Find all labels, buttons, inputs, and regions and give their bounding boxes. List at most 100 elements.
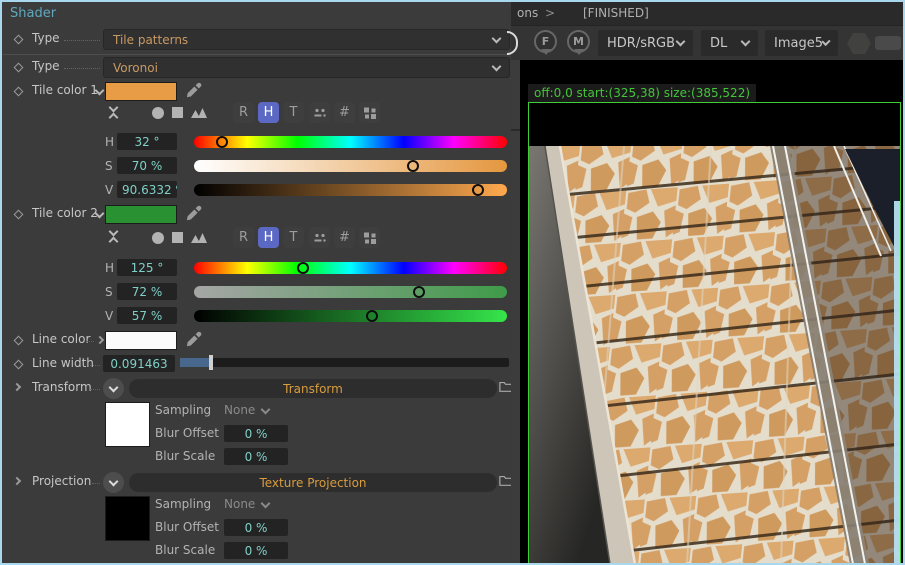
type1-dropdown[interactable]: Tile patterns bbox=[103, 29, 510, 50]
slider-handle[interactable] bbox=[209, 355, 213, 370]
chevron-down-icon[interactable] bbox=[260, 404, 271, 415]
eyedropper-icon[interactable] bbox=[185, 330, 203, 348]
mode-t-button[interactable]: T bbox=[283, 227, 304, 248]
transform-label: Transform bbox=[32, 380, 92, 394]
pin-m-label: M bbox=[573, 35, 584, 48]
swatch-grid-button[interactable] bbox=[359, 227, 380, 248]
eyedropper-icon[interactable] bbox=[185, 204, 203, 222]
snapshot-icon[interactable] bbox=[875, 36, 901, 50]
spectrum-icon[interactable] bbox=[190, 106, 208, 119]
pin-m-button[interactable]: M bbox=[567, 30, 590, 53]
image-dropdown[interactable]: Image5 bbox=[765, 30, 838, 56]
tile-color-1-swatch[interactable] bbox=[105, 82, 177, 101]
transform-texture-swatch[interactable] bbox=[105, 402, 150, 447]
group-expander-icon[interactable] bbox=[12, 476, 22, 486]
image-value: Image5 bbox=[774, 35, 823, 51]
saturation-slider[interactable] bbox=[194, 160, 507, 172]
port-diamond-icon bbox=[13, 335, 24, 346]
group-expander-icon[interactable] bbox=[12, 382, 22, 392]
collapse-icon-top[interactable] bbox=[108, 102, 119, 113]
blur-offset-field[interactable]: 0 % bbox=[224, 519, 288, 536]
hue-field[interactable]: 32 ° bbox=[117, 133, 177, 150]
blur-scale-field[interactable]: 0 % bbox=[224, 542, 288, 559]
sampling-value[interactable]: None bbox=[224, 403, 256, 417]
value-slider[interactable] bbox=[194, 184, 507, 196]
panel-title: Shader bbox=[10, 6, 57, 21]
chevron-down-icon[interactable] bbox=[260, 498, 271, 509]
region-info-overlay: off:0,0 start:(325,38) size:(385,522) bbox=[528, 84, 757, 102]
dotted-leader bbox=[92, 474, 100, 484]
value-label: V bbox=[105, 309, 114, 323]
color-wheel-icon[interactable] bbox=[152, 107, 164, 119]
value-slider[interactable] bbox=[194, 310, 507, 322]
projection-collapse-button[interactable] bbox=[103, 472, 124, 493]
blur-offset-label: Blur Offset bbox=[155, 426, 219, 440]
saturation-field[interactable]: 70 % bbox=[117, 157, 177, 174]
render-toolbar: F M HDR/sRGB DL Image5 bbox=[507, 25, 903, 60]
partial-button-edge[interactable] bbox=[507, 31, 518, 55]
render-viewport[interactable]: off:0,0 start:(325,38) size:(385,522) bbox=[511, 60, 903, 563]
projection-header-bar[interactable]: Texture Projection bbox=[129, 473, 497, 492]
saturation-slider[interactable] bbox=[194, 286, 507, 298]
dots-dash-icon bbox=[314, 108, 326, 117]
mode-dropdown[interactable]: DL bbox=[701, 30, 758, 56]
value-field[interactable]: 90.6332 % bbox=[117, 181, 177, 198]
color-box-icon[interactable] bbox=[172, 232, 183, 243]
blur-scale-field[interactable]: 0 % bbox=[224, 448, 288, 465]
projection-texture-swatch[interactable] bbox=[105, 496, 150, 541]
line-color-swatch[interactable] bbox=[105, 331, 177, 350]
pin-f-button[interactable]: F bbox=[534, 30, 557, 53]
color-box-icon[interactable] bbox=[172, 107, 183, 118]
slider-knob[interactable] bbox=[215, 136, 228, 148]
spectrum-icon[interactable] bbox=[190, 231, 208, 244]
slider-knob[interactable] bbox=[471, 184, 484, 196]
blur-offset-field[interactable]: 0 % bbox=[224, 425, 288, 442]
hex-code-button[interactable]: # bbox=[334, 227, 355, 248]
mode-h-button[interactable]: H bbox=[258, 102, 279, 123]
chevron-down-icon bbox=[740, 36, 751, 47]
transform-collapse-button[interactable] bbox=[103, 378, 124, 399]
swatch-mix-button[interactable] bbox=[309, 227, 330, 248]
slider-knob[interactable] bbox=[413, 286, 426, 298]
saturation-label: S bbox=[105, 285, 113, 299]
render-region-outline bbox=[528, 102, 901, 563]
tile-color-2-swatch[interactable] bbox=[105, 205, 177, 224]
render-header: ons > [FINISHED] bbox=[511, 2, 903, 25]
hexagon-icon[interactable] bbox=[847, 33, 871, 54]
colorspace-dropdown[interactable]: HDR/sRGB bbox=[598, 30, 693, 56]
sampling-value[interactable]: None bbox=[224, 497, 256, 511]
type1-value: Tile patterns bbox=[113, 32, 189, 47]
collapse-icon-bottom[interactable] bbox=[108, 112, 119, 123]
transform-header-bar[interactable]: Transform bbox=[129, 379, 497, 398]
hex-code-button[interactable]: # bbox=[334, 102, 355, 123]
line-width-slider[interactable] bbox=[180, 355, 509, 370]
slider-knob[interactable] bbox=[296, 262, 309, 274]
eyedropper-icon[interactable] bbox=[185, 81, 203, 99]
mode-r-button[interactable]: R bbox=[233, 102, 254, 123]
expander-chevron-icon[interactable] bbox=[95, 335, 105, 345]
slider-knob[interactable] bbox=[407, 160, 420, 172]
saturation-field[interactable]: 72 % bbox=[117, 283, 177, 300]
hue-slider[interactable] bbox=[194, 136, 507, 148]
render-panel: ons > [FINISHED] F M HDR/sRGB DL Image5 bbox=[507, 2, 903, 563]
hue-slider[interactable] bbox=[194, 262, 507, 274]
breadcrumb-partial[interactable]: ons bbox=[517, 6, 539, 20]
port-diamond-icon bbox=[13, 34, 24, 45]
port-diamond-icon bbox=[13, 359, 24, 370]
type2-dropdown[interactable]: Voronoi bbox=[103, 57, 510, 78]
value-field[interactable]: 57 % bbox=[117, 307, 177, 324]
collapse-icon-top[interactable] bbox=[108, 226, 119, 237]
hue-field[interactable]: 125 ° bbox=[117, 259, 177, 276]
color-wheel-icon[interactable] bbox=[152, 232, 164, 244]
swatch-mix-button[interactable] bbox=[309, 102, 330, 123]
port-diamond-icon bbox=[13, 62, 24, 73]
line-width-field[interactable]: 0.091463 bbox=[103, 355, 175, 372]
mode-r-button[interactable]: R bbox=[233, 227, 254, 248]
hue-label: H bbox=[105, 135, 115, 149]
mode-t-button[interactable]: T bbox=[283, 102, 304, 123]
collapse-icon-bottom[interactable] bbox=[108, 236, 119, 247]
mode-h-button[interactable]: H bbox=[258, 227, 279, 248]
slider-knob[interactable] bbox=[366, 310, 379, 322]
blur-offset-label: Blur Offset bbox=[155, 520, 219, 534]
swatch-grid-button[interactable] bbox=[359, 102, 380, 123]
